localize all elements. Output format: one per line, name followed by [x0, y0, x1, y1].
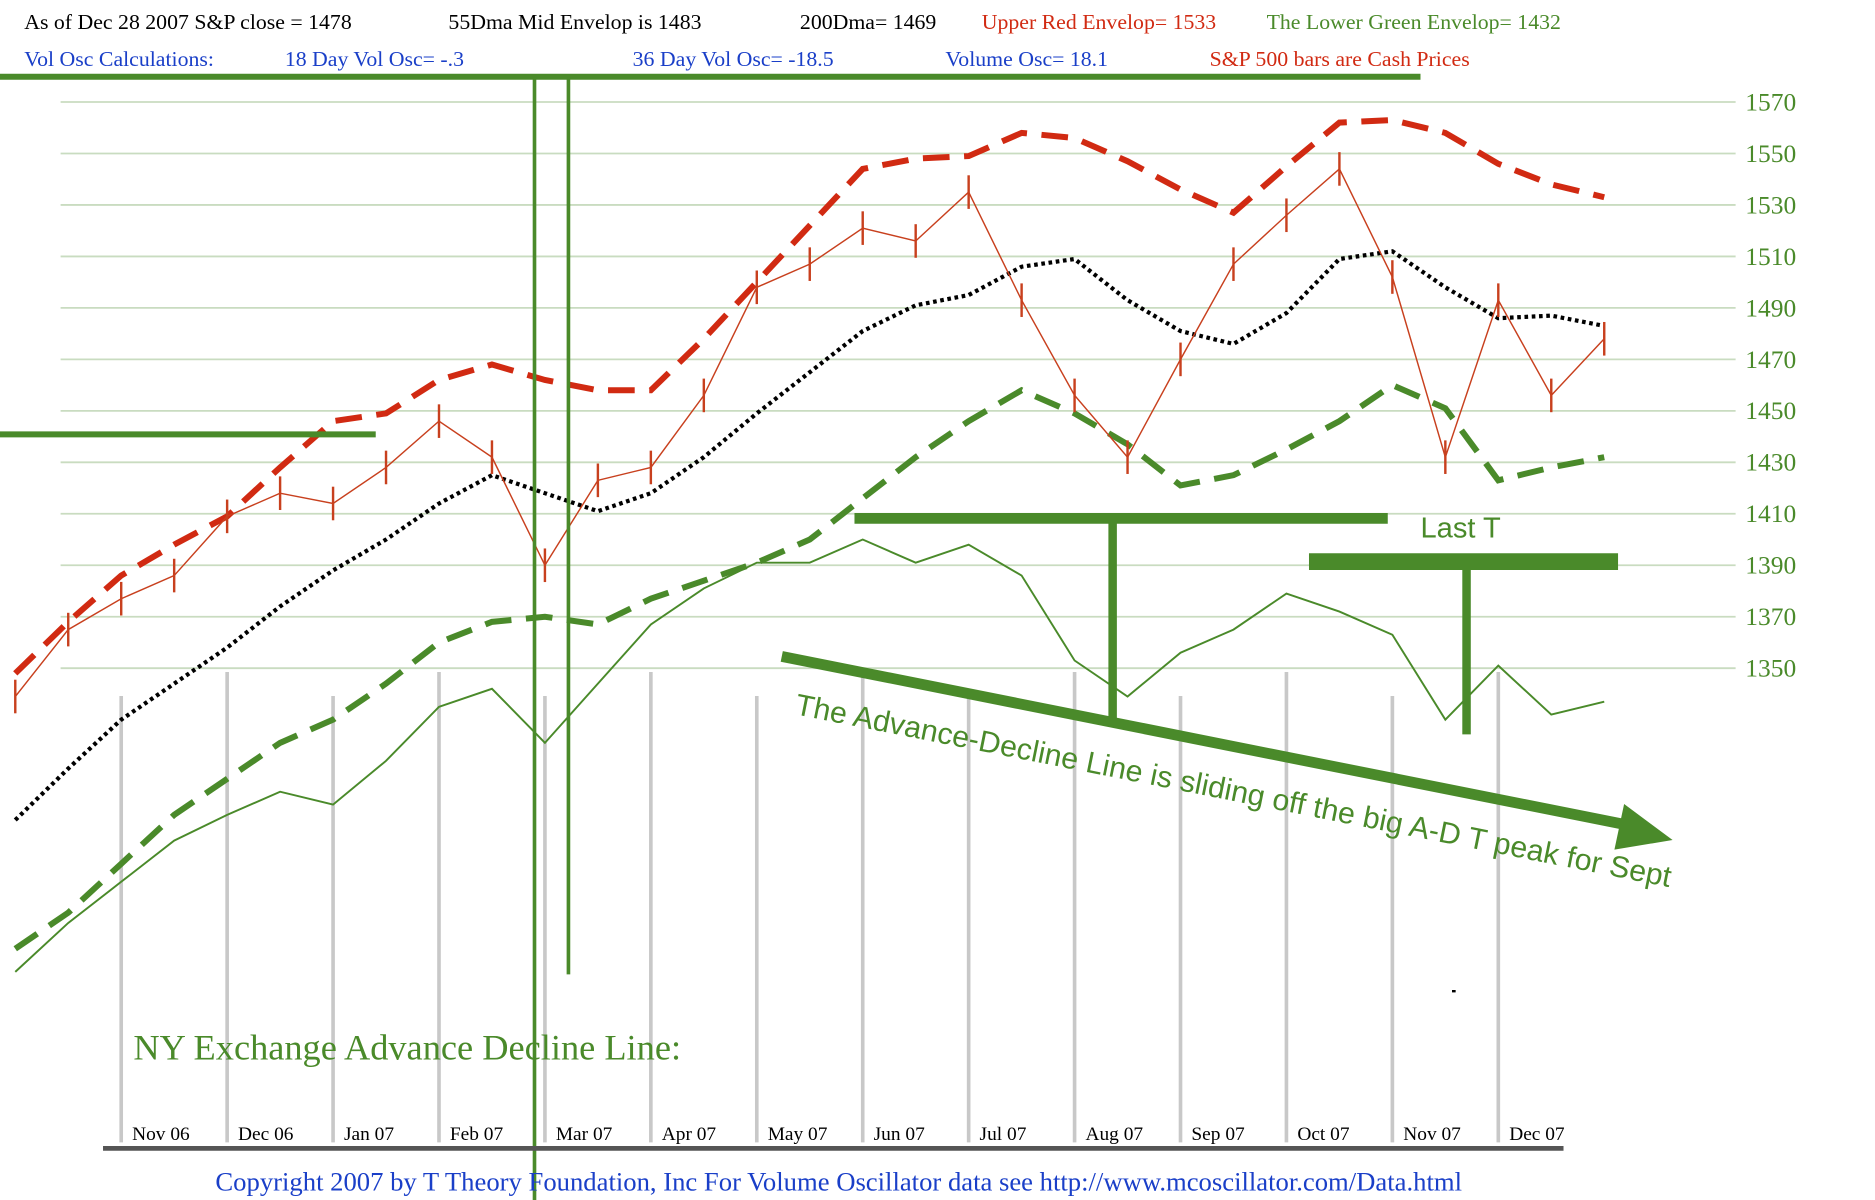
header-text: Vol Osc Calculations: — [24, 47, 214, 71]
y-tick-label: 1510 — [1745, 243, 1796, 271]
annotation: The Advance-Decline Line is sliding off … — [792, 689, 1674, 894]
y-tick-label: 1450 — [1745, 397, 1796, 425]
y-tick-label: 1390 — [1745, 552, 1796, 580]
copyright: Copyright 2007 by T Theory Foundation, I… — [215, 1167, 1462, 1197]
x-tick-label: Aug 07 — [1085, 1124, 1143, 1145]
y-tick-label: 1370 — [1745, 603, 1796, 631]
y-tick-label: 1470 — [1745, 346, 1796, 374]
annotation-strokes — [0, 73, 1632, 1200]
y-tick-label: 1530 — [1745, 191, 1796, 219]
header: As of Dec 28 2007 S&P close = 1478 55Dma… — [24, 10, 1561, 71]
x-tick-label: Jan 07 — [344, 1124, 394, 1145]
series-line — [14, 538, 1605, 973]
month-lines — [119, 672, 1501, 1143]
x-tick-label: Dec 07 — [1509, 1124, 1565, 1145]
trend-arrow — [780, 651, 1632, 831]
grid — [60, 101, 1736, 670]
header-text: 36 Day Vol Osc= -18.5 — [633, 47, 834, 71]
y-tick-label: 1490 — [1745, 294, 1796, 322]
y-tick-label: 1550 — [1745, 140, 1796, 168]
header-text: Upper Red Envelop= 1533 — [982, 10, 1216, 34]
x-tick-label: Apr 07 — [662, 1124, 717, 1145]
x-tick-label: May 07 — [768, 1124, 828, 1145]
series — [13, 117, 1606, 973]
annotation: NY Exchange Advance Decline Line: — [133, 1028, 681, 1068]
header-text: Volume Osc= 18.1 — [945, 47, 1108, 71]
header-text: 200Dma= 1469 — [800, 10, 936, 34]
x-tick-label: Mar 07 — [556, 1124, 613, 1145]
series-line — [13, 381, 1605, 952]
y-tick-label: 1430 — [1745, 449, 1796, 477]
y-tick-label: 1350 — [1745, 655, 1796, 683]
header-text: S&P 500 bars are Cash Prices — [1210, 47, 1470, 71]
x-tick-label: Jun 07 — [874, 1124, 926, 1145]
y-tick-label: 1410 — [1745, 500, 1796, 528]
arrow-head — [1614, 804, 1673, 850]
header-text: The Lower Green Envelop= 1432 — [1267, 10, 1561, 34]
x-tick-label: Nov 07 — [1403, 1124, 1461, 1145]
series-line — [13, 117, 1605, 676]
y-tick-label: 1570 — [1745, 89, 1796, 117]
header-text: 55Dma Mid Envelop is 1483 — [448, 10, 701, 34]
x-tick-label: Jul 07 — [980, 1124, 1027, 1145]
header-text: 18 Day Vol Osc= -.3 — [285, 47, 464, 71]
x-tick-label: Nov 06 — [132, 1124, 190, 1145]
x-tick-label: Feb 07 — [450, 1124, 504, 1145]
x-tick-label: Sep 07 — [1191, 1124, 1245, 1145]
series-line — [13, 249, 1605, 822]
header-text: As of Dec 28 2007 S&P close = 1478 — [24, 10, 352, 34]
annotation: Last T — [1420, 513, 1501, 545]
x-tick-label: Oct 07 — [1297, 1124, 1350, 1145]
x-tick-label: Dec 06 — [238, 1124, 294, 1145]
labels: 1350 1370 1390 1410 1430 1450 1470 1490 1510 1530… — [132, 89, 1796, 1145]
